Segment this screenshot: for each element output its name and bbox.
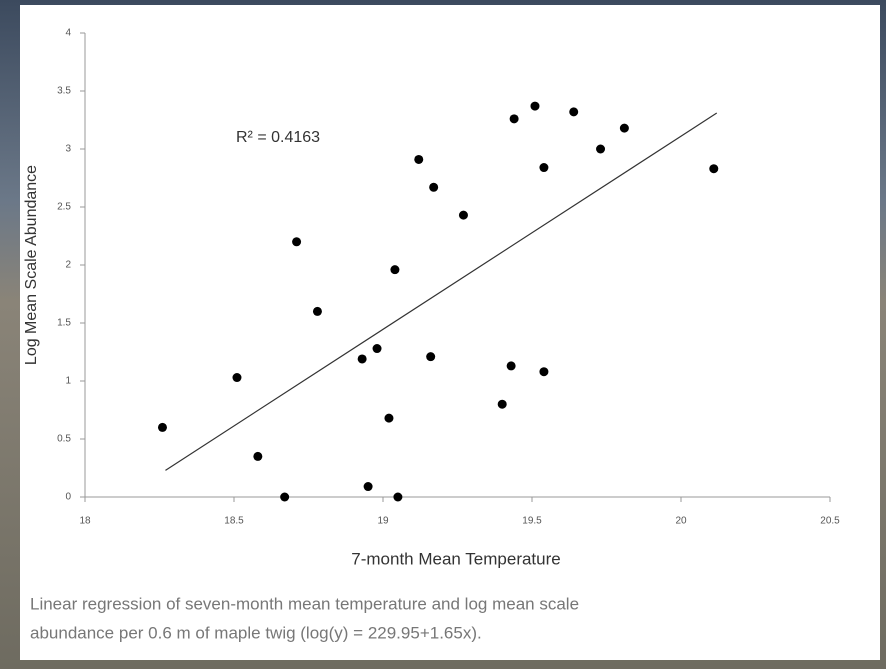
y-tick-label: 3.5	[57, 86, 71, 97]
point	[357, 354, 367, 364]
y-tick-label: 2.5	[57, 202, 71, 213]
y-tick-label: 2	[65, 260, 71, 271]
point	[458, 210, 468, 220]
point	[372, 344, 382, 354]
point	[232, 373, 242, 383]
point	[569, 107, 579, 117]
y-tick-label: 0.5	[57, 434, 71, 445]
point	[709, 164, 719, 174]
x-tick-label: 20	[675, 516, 687, 527]
x-tick-label: 18.5	[224, 516, 244, 527]
point	[426, 352, 436, 362]
x-tick-label: 19	[377, 516, 389, 527]
y-axis-label: Log Mean Scale Abundance	[23, 165, 40, 365]
point	[253, 451, 263, 461]
x-axis-label: 7-month Mean Temperature	[351, 549, 560, 568]
point	[509, 114, 519, 124]
point	[414, 154, 424, 164]
point	[619, 123, 629, 133]
y-tick-label: 1	[65, 376, 71, 387]
x-tick-label: 20.5	[820, 516, 840, 527]
point	[596, 144, 606, 154]
y-tick-label: 3	[65, 144, 71, 155]
point	[292, 237, 302, 247]
point	[390, 265, 400, 275]
point	[363, 482, 373, 492]
y-tick-label: 0	[65, 492, 71, 503]
point	[506, 361, 516, 371]
panel	[20, 5, 880, 660]
point	[157, 422, 167, 432]
point	[393, 492, 403, 502]
point	[429, 182, 439, 192]
point	[312, 306, 322, 316]
trendline	[165, 112, 718, 471]
annotation: R² = 0.4163	[236, 129, 320, 146]
x-tick-label: 19.5	[522, 516, 542, 527]
y-tick-label: 1.5	[57, 318, 71, 329]
point	[384, 413, 394, 423]
caption: abundance per 0.6 m of maple twig (log(y…	[30, 623, 482, 642]
point	[539, 163, 549, 173]
y-tick-label: 4	[65, 28, 71, 39]
point	[539, 367, 549, 377]
caption: Linear regression of seven-month mean te…	[30, 594, 579, 613]
point	[530, 101, 540, 111]
point	[497, 399, 507, 409]
x-tick-label: 18	[79, 516, 91, 527]
point	[280, 492, 290, 502]
